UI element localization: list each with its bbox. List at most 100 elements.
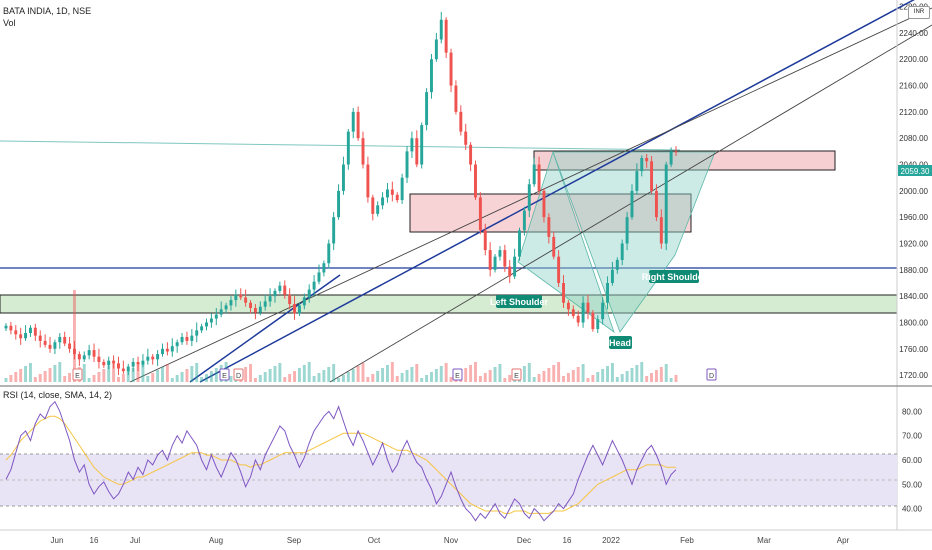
left-shoulder-label: Left Shoulder xyxy=(490,295,548,308)
volume-bar xyxy=(58,362,62,382)
price-tick-label: 2080.00 xyxy=(899,134,928,143)
volume-bar xyxy=(645,376,649,382)
candle-body xyxy=(283,285,287,295)
candle-body xyxy=(278,285,282,291)
volume-bar xyxy=(425,375,429,382)
volume-bar xyxy=(146,376,150,382)
event-marker-box xyxy=(219,368,230,381)
volume-bar xyxy=(478,376,482,382)
volume-bar xyxy=(439,366,443,382)
candle-body xyxy=(459,111,463,132)
candle-body xyxy=(371,197,375,214)
candle-body xyxy=(586,302,590,313)
candle-body xyxy=(253,308,257,313)
candle-body xyxy=(161,348,164,355)
volume-bar xyxy=(346,372,350,382)
volume-bar xyxy=(434,369,438,382)
svg-text:Left Shoulder: Left Shoulder xyxy=(490,297,548,307)
candle-body xyxy=(97,356,101,362)
volume-bar xyxy=(366,377,370,382)
candle-body xyxy=(434,39,438,60)
candle-body xyxy=(327,243,331,264)
volume-bar xyxy=(654,370,658,382)
candle-body xyxy=(293,304,297,314)
event-marker-label: E xyxy=(514,373,519,380)
candle-body xyxy=(464,131,468,145)
volume-bar xyxy=(43,371,47,382)
time-tick-label: Aug xyxy=(209,536,223,545)
volume-bar xyxy=(376,371,380,382)
candle-body xyxy=(53,342,57,349)
candle-body xyxy=(190,335,194,341)
candle-body xyxy=(346,131,350,165)
volume-bars xyxy=(4,290,678,382)
rsi-title[interactable]: RSI (14, close, SMA, 14, 2) xyxy=(3,390,113,400)
volume-bar xyxy=(566,373,570,382)
volume-bar xyxy=(640,362,644,382)
symbol-title[interactable]: BATA INDIA, 1D, NSE xyxy=(3,6,92,16)
candle-body xyxy=(317,272,321,282)
volume-bar xyxy=(586,378,590,382)
event-marker-label: D xyxy=(709,373,714,380)
volume-bar xyxy=(293,371,297,382)
time-tick-label: Mar xyxy=(757,536,771,545)
candle-body xyxy=(4,325,8,329)
candle-body xyxy=(527,184,531,211)
candle-body xyxy=(405,151,409,178)
volume-bar xyxy=(205,374,208,382)
candle-body xyxy=(659,217,663,244)
event-marker-box xyxy=(72,368,83,381)
volume-bar xyxy=(469,365,473,382)
volume-bar xyxy=(552,365,556,382)
volume-bar xyxy=(136,365,140,382)
volume-bar xyxy=(659,367,663,382)
candle-body xyxy=(532,164,536,185)
volume-bar xyxy=(444,363,448,382)
time-tick-label: 2022 xyxy=(602,536,620,545)
event-marker-label: E xyxy=(455,373,460,380)
candle-body xyxy=(498,250,502,257)
event-marker: E xyxy=(219,368,230,381)
volume-bar xyxy=(591,375,595,382)
time-tick-label: Nov xyxy=(444,536,458,545)
rsi-tick-label: 40.00 xyxy=(902,505,923,514)
currency-badge[interactable]: INR xyxy=(908,6,930,19)
candle-body xyxy=(606,282,609,303)
candle-body xyxy=(239,294,243,298)
volume-bar xyxy=(503,378,507,382)
volume-bar xyxy=(557,362,561,382)
rsi-band xyxy=(0,454,897,506)
candle-body xyxy=(425,92,429,126)
volume-bar xyxy=(175,375,179,382)
volume-bar xyxy=(53,365,57,382)
candle-body xyxy=(400,177,404,201)
candle-body xyxy=(503,250,507,267)
volume-bar xyxy=(249,364,252,382)
candle-body xyxy=(156,354,160,360)
candle-body xyxy=(654,190,658,218)
candle-body xyxy=(200,326,204,331)
time-tick-label: Jun xyxy=(51,536,64,545)
candle-body xyxy=(488,250,492,270)
candle-body xyxy=(571,309,575,316)
price-tick-label: 2200.00 xyxy=(899,55,928,64)
price-tick-label: 2240.00 xyxy=(899,29,928,38)
candle-body xyxy=(361,138,365,165)
volume-bar xyxy=(581,364,585,382)
candle-body xyxy=(117,363,120,369)
candle-body xyxy=(444,19,448,53)
volume-bar xyxy=(405,370,409,382)
volume-bar xyxy=(601,369,605,382)
candle-body xyxy=(356,111,360,139)
candle-body xyxy=(581,302,585,323)
candle-body xyxy=(205,322,208,327)
volume-bar xyxy=(180,372,184,382)
candle-body xyxy=(82,355,86,360)
price-pane[interactable] xyxy=(0,0,897,385)
price-axis: 1720.00 1760.00 1800.00 1840.00 1880.00 1920.… xyxy=(899,3,928,381)
candle-body xyxy=(244,297,248,303)
volume-bar xyxy=(537,374,541,382)
trendline-blue-2 xyxy=(189,274,341,383)
